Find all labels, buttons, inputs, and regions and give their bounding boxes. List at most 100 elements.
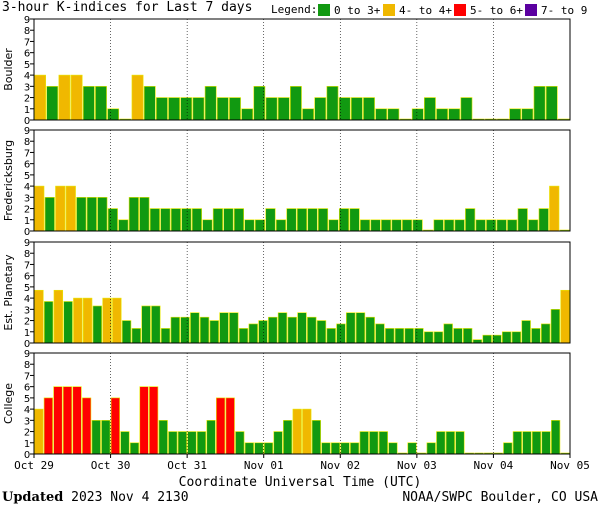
legend-item-active: 4- to 4+ [383, 3, 452, 17]
bar [326, 86, 339, 121]
y-tick-label: 3 [24, 82, 30, 93]
bar [528, 219, 539, 232]
bar [436, 108, 448, 121]
x-tick-label: Oct 31 [167, 459, 207, 472]
bar [436, 431, 446, 455]
bar [43, 397, 53, 455]
y-tick-label: 5 [24, 394, 30, 405]
x-tick-label: Oct 29 [14, 459, 54, 472]
bar [550, 309, 561, 344]
bar [522, 431, 532, 455]
bar [43, 301, 54, 344]
bar [268, 316, 278, 344]
bar [158, 420, 168, 455]
y-tick-label: 1 [24, 216, 30, 227]
y-tick-label: 5 [24, 283, 30, 294]
bar [254, 219, 266, 232]
bar [375, 108, 388, 121]
y-tick-label: 8 [24, 360, 30, 371]
bar [160, 328, 171, 344]
bar [302, 108, 314, 121]
bar [177, 431, 187, 455]
bar [121, 320, 132, 344]
y-tick-label: 4 [24, 182, 30, 193]
bar [350, 97, 363, 121]
bar [472, 339, 483, 344]
bar [501, 331, 512, 344]
bar [507, 219, 518, 232]
y-tick-label: 9 [24, 349, 30, 360]
bar [375, 323, 385, 344]
footer-source: NOAA/SWPC Boulder, CO USA [402, 490, 598, 505]
bar [254, 442, 264, 455]
y-tick-label: 1 [24, 439, 30, 450]
bar [317, 208, 329, 232]
bar [86, 197, 97, 232]
y-tick-label: 2 [24, 317, 30, 328]
bar [443, 323, 453, 344]
bar [330, 442, 341, 455]
bar [53, 289, 64, 344]
bar [448, 108, 461, 121]
bar [388, 442, 398, 455]
bar [346, 312, 356, 344]
bar [82, 297, 93, 344]
bar [465, 208, 476, 232]
y-tick-label: 2 [24, 428, 30, 439]
bar [496, 219, 507, 232]
bar [216, 97, 229, 121]
bar [160, 208, 171, 232]
y-tick-label: 2 [24, 94, 30, 105]
bar [225, 397, 235, 455]
bar [34, 185, 45, 232]
bar [139, 197, 150, 232]
bar [62, 386, 73, 455]
legend-swatch-active [383, 4, 395, 16]
bar [82, 397, 92, 455]
bar [287, 316, 297, 344]
bar [107, 208, 118, 232]
panel-frame [33, 129, 571, 232]
bar [359, 431, 369, 455]
bar [233, 208, 244, 232]
bar [253, 86, 266, 121]
bar [265, 97, 278, 121]
bar [290, 86, 302, 121]
bar [411, 108, 424, 121]
bar [540, 323, 551, 344]
y-tick-label: 4 [24, 71, 30, 82]
bar [258, 320, 268, 344]
y-tick-label: 6 [24, 383, 30, 394]
legend-label: Legend: [271, 3, 318, 16]
x-tick-label: Nov 03 [397, 459, 437, 472]
bar [149, 386, 159, 455]
bar [426, 442, 436, 455]
bar [307, 208, 318, 232]
bar [107, 108, 120, 121]
panel-label: College [2, 383, 15, 424]
y-tick-label: 0 [24, 116, 30, 127]
bar [53, 386, 63, 455]
bar [181, 208, 192, 232]
bar [95, 86, 107, 121]
bar [46, 86, 59, 121]
y-tick-label: 6 [24, 272, 30, 283]
bar [475, 219, 486, 232]
bar [521, 108, 534, 121]
legend-item-storm: 5- to 6+ [454, 3, 523, 17]
page-title: 3-hour K-indices for Last 7 days [2, 0, 253, 15]
bar [44, 197, 55, 232]
bar [65, 185, 76, 232]
y-tick-label: 3 [24, 416, 30, 427]
bar [149, 208, 160, 232]
bar [328, 219, 339, 232]
bar [170, 316, 180, 344]
bar [538, 208, 549, 232]
bar [326, 328, 336, 344]
bar [156, 97, 168, 121]
bar [139, 386, 149, 455]
bar [360, 219, 371, 232]
updated-timestamp: 2023 Nov 4 2130 [71, 490, 189, 505]
bar [433, 219, 444, 232]
bar [292, 408, 302, 455]
